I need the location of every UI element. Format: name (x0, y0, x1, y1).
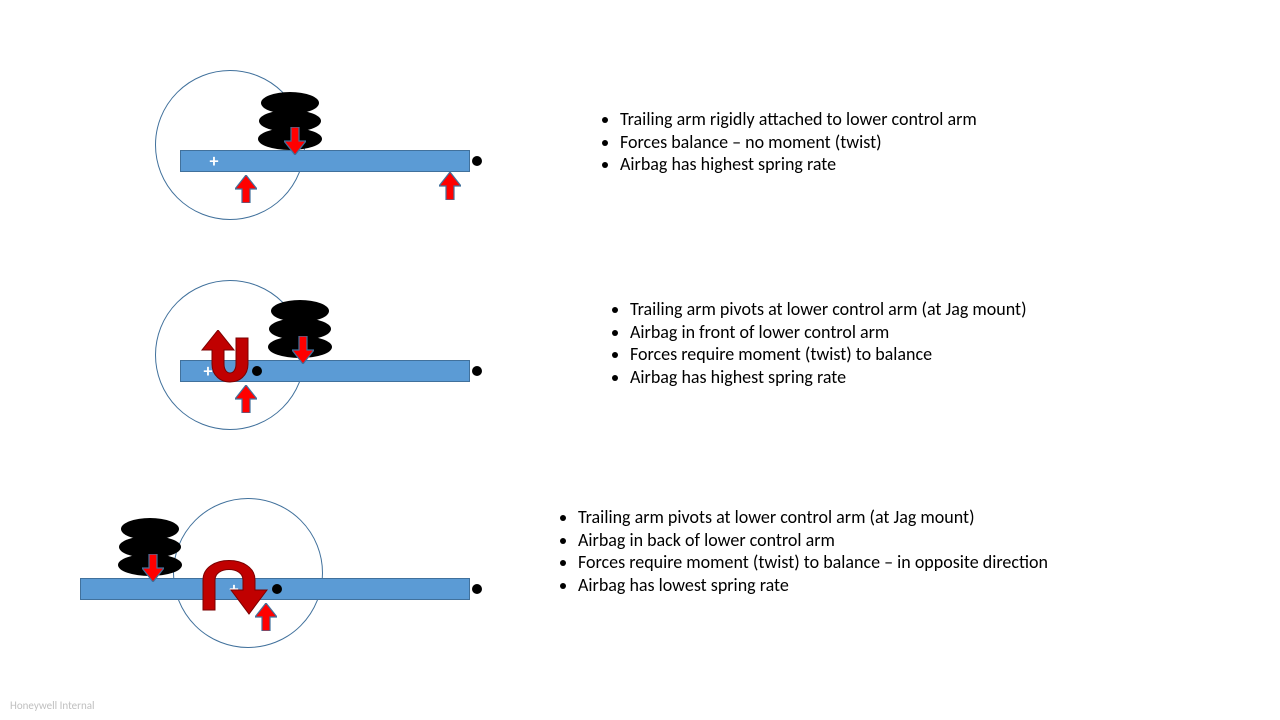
force-arrow-up (235, 175, 257, 203)
force-arrow-down (292, 336, 314, 364)
bullets-row-1: Trailing arm rigidly attached to lower c… (598, 108, 977, 176)
bullet-item: Forces require moment (twist) to balance (630, 343, 1027, 366)
pivot-dot (472, 366, 482, 376)
force-arrow-down (284, 127, 306, 155)
bullet-item: Forces require moment (twist) to balance… (578, 551, 1048, 574)
control-arm-bar (180, 150, 470, 172)
pivot-dot (472, 584, 482, 594)
footer-label: Honeywell Internal (10, 699, 95, 712)
diagram-row-3: + (80, 488, 520, 668)
plus-marker: + (210, 152, 219, 170)
pivot-dot (472, 156, 482, 166)
force-arrow-up (255, 603, 277, 631)
bullet-item: Airbag in front of lower control arm (630, 321, 1027, 344)
force-arrow-down (142, 554, 164, 582)
bullet-item: Airbag in back of lower control arm (578, 529, 1048, 552)
bullets-row-3: Trailing arm pivots at lower control arm… (556, 506, 1048, 596)
bullets-row-2: Trailing arm pivots at lower control arm… (608, 298, 1027, 388)
bullet-item: Airbag has lowest spring rate (578, 574, 1048, 597)
force-arrow-up (235, 385, 257, 413)
bullet-item: Airbag has highest spring rate (630, 366, 1027, 389)
bullet-item: Airbag has highest spring rate (620, 153, 977, 176)
force-arrow-up (439, 172, 461, 200)
diagram-row-1: + (140, 60, 520, 230)
bullet-item: Trailing arm rigidly attached to lower c… (620, 108, 977, 131)
bullet-item: Trailing arm pivots at lower control arm… (630, 298, 1027, 321)
diagram-row-2: + (140, 270, 520, 440)
bullet-item: Forces balance – no moment (twist) (620, 131, 977, 154)
bullet-item: Trailing arm pivots at lower control arm… (578, 506, 1048, 529)
